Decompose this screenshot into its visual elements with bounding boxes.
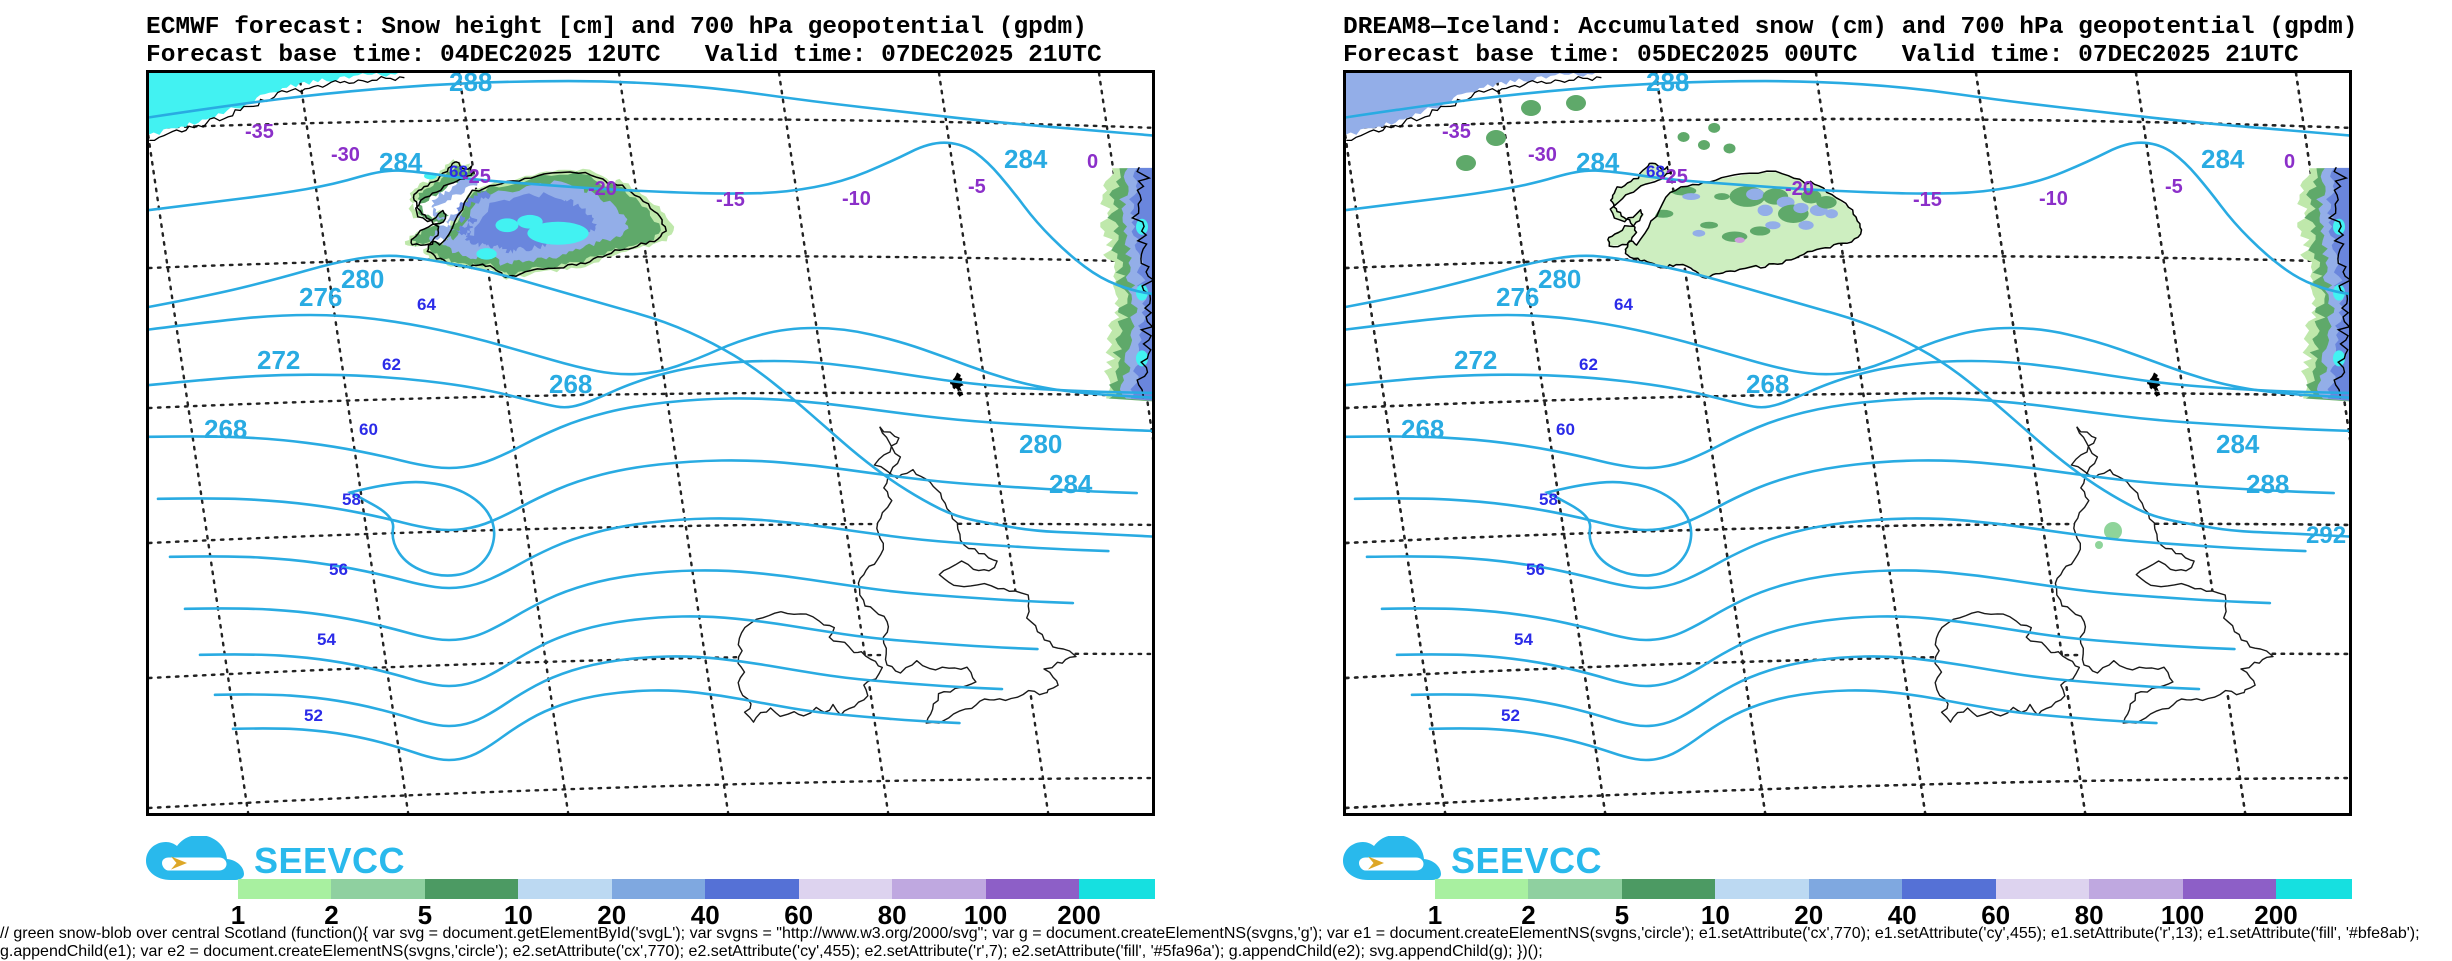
svg-text:288: 288 <box>2246 469 2289 499</box>
svg-text:58: 58 <box>342 490 361 509</box>
svg-text:60: 60 <box>359 420 378 439</box>
svg-text:54: 54 <box>317 630 336 649</box>
svg-text:60: 60 <box>1556 420 1575 439</box>
svg-text:52: 52 <box>1501 706 1520 725</box>
svg-text:56: 56 <box>329 560 348 579</box>
svg-text:276: 276 <box>1496 282 1539 312</box>
svg-text:-25: -25 <box>462 166 491 188</box>
svg-text:56: 56 <box>1526 560 1545 579</box>
svg-text:64: 64 <box>1614 295 1633 314</box>
svg-text:-20: -20 <box>1785 178 1814 200</box>
svg-text:SEEVCCC: SEEVCCC <box>1451 840 1603 881</box>
svg-text:284: 284 <box>2216 429 2260 459</box>
svg-text:-10: -10 <box>842 188 871 210</box>
svg-text:284: 284 <box>379 147 423 177</box>
svg-text:0: 0 <box>1087 151 1098 173</box>
svg-text:268: 268 <box>1746 369 1789 399</box>
svg-text:-35: -35 <box>1442 121 1471 143</box>
svg-text:288: 288 <box>449 73 492 97</box>
svg-text:-20: -20 <box>588 178 617 200</box>
svg-text:284: 284 <box>1049 469 1093 499</box>
svg-text:-5: -5 <box>968 176 986 198</box>
svg-text:268: 268 <box>549 369 592 399</box>
svg-text:272: 272 <box>1454 345 1497 375</box>
svg-text:SEEVCCC: SEEVCCC <box>254 840 406 881</box>
svg-text:268: 268 <box>1401 414 1444 444</box>
svg-text:-25: -25 <box>1659 166 1688 188</box>
svg-text:54: 54 <box>1514 630 1533 649</box>
svg-text:268: 268 <box>204 414 247 444</box>
svg-text:280: 280 <box>1019 429 1062 459</box>
svg-text:280: 280 <box>1538 264 1581 294</box>
svg-text:-30: -30 <box>331 144 360 166</box>
svg-text:-15: -15 <box>716 189 745 211</box>
svg-text:292: 292 <box>2306 522 2346 549</box>
svg-text:284: 284 <box>1004 144 1048 174</box>
svg-text:272: 272 <box>257 345 300 375</box>
svg-text:-30: -30 <box>1528 144 1557 166</box>
svg-text:280: 280 <box>341 264 384 294</box>
svg-text:52: 52 <box>304 706 323 725</box>
svg-text:-35: -35 <box>245 121 274 143</box>
svg-text:62: 62 <box>1579 355 1598 374</box>
svg-text:288: 288 <box>1646 73 1689 97</box>
svg-text:62: 62 <box>382 355 401 374</box>
svg-text:284: 284 <box>1576 147 1620 177</box>
svg-text:-5: -5 <box>2165 176 2183 198</box>
svg-text:0: 0 <box>2284 151 2295 173</box>
svg-text:58: 58 <box>1539 490 1558 509</box>
svg-text:284: 284 <box>2201 144 2245 174</box>
svg-text:-15: -15 <box>1913 189 1942 211</box>
svg-text:276: 276 <box>299 282 342 312</box>
svg-text:64: 64 <box>417 295 436 314</box>
svg-text:-10: -10 <box>2039 188 2068 210</box>
